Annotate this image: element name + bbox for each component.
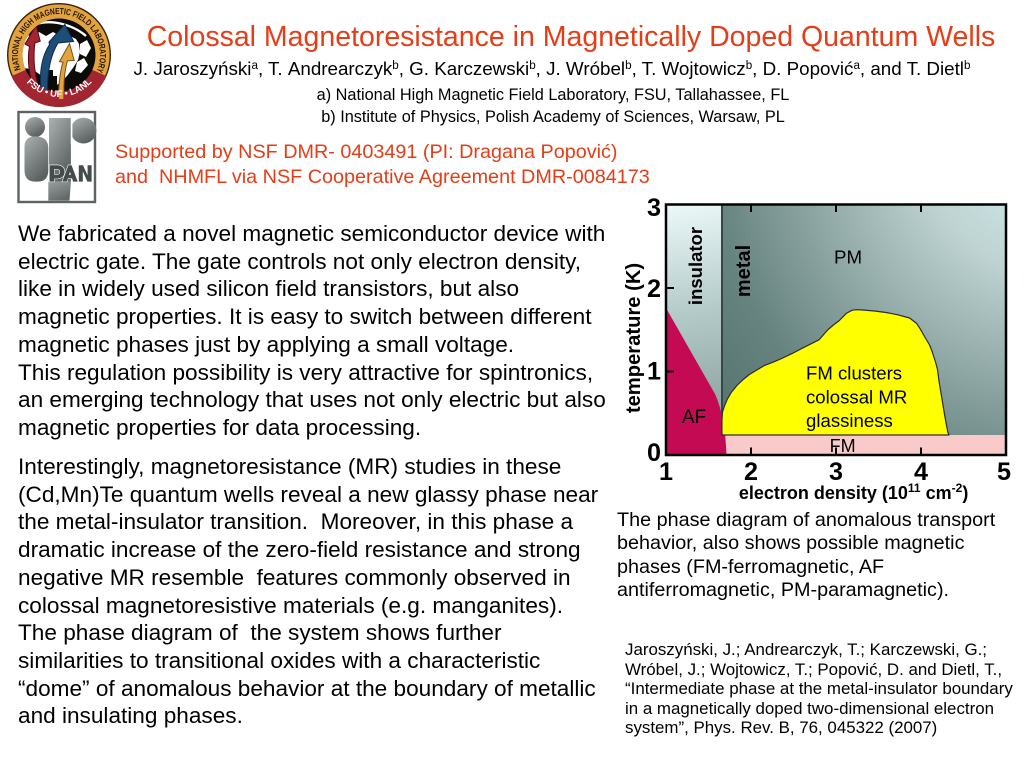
svg-text:3: 3: [829, 458, 843, 486]
svg-text:FM clusters: FM clusters: [806, 363, 902, 384]
svg-text:4: 4: [914, 458, 928, 486]
svg-text:2: 2: [647, 275, 661, 303]
svg-text:electron density (1011 cm-2): electron density (1011 cm-2): [739, 481, 968, 503]
svg-text:colossal MR: colossal MR: [806, 386, 907, 407]
svg-text:metal: metal: [733, 245, 755, 297]
svg-text:1: 1: [659, 458, 673, 486]
svg-text:PM: PM: [834, 247, 862, 268]
svg-text:3: 3: [647, 194, 661, 222]
svg-text:temperature (K): temperature (K): [623, 263, 645, 413]
svg-text:insulator: insulator: [685, 227, 706, 305]
svg-text:2: 2: [744, 458, 758, 486]
svg-text:FM: FM: [830, 436, 856, 456]
svg-text:glassiness: glassiness: [806, 410, 893, 431]
svg-text:5: 5: [997, 458, 1011, 486]
svg-text:1: 1: [647, 358, 661, 386]
svg-text:AF: AF: [682, 407, 706, 428]
svg-text:0: 0: [647, 439, 661, 467]
